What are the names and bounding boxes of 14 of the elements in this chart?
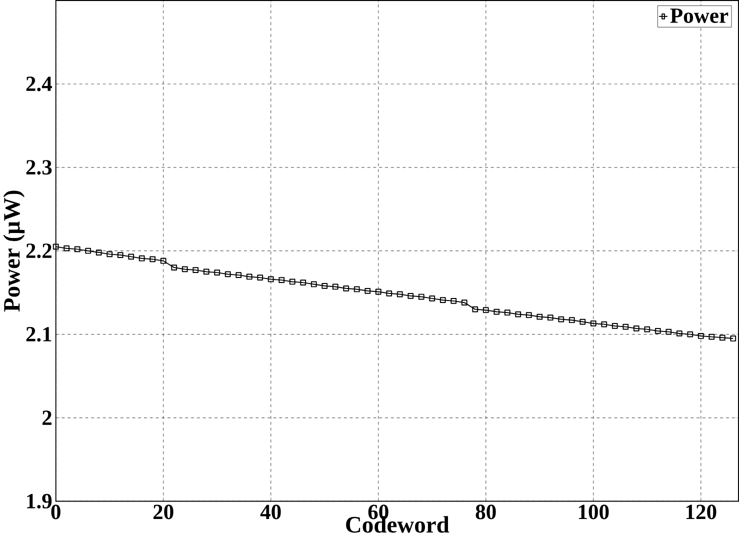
- x-tick-label: 40: [260, 504, 281, 520]
- y-tick-label: 2.4: [26, 76, 52, 92]
- y-axis-title: Power (μW): [3, 190, 25, 312]
- x-tick-label: 80: [476, 504, 496, 520]
- x-tick-label: 120: [686, 504, 716, 520]
- x-tick-label: 0: [51, 504, 60, 520]
- y-tick-label: 1.9: [27, 494, 52, 509]
- y-tick-label: 2.3: [26, 160, 52, 175]
- y-tick-label: 2.1: [26, 327, 52, 342]
- y-tick-label: 2: [42, 410, 52, 425]
- x-tick-label: 20: [153, 504, 174, 520]
- legend-label: Power: [670, 8, 728, 23]
- y-tick-label: 2.2: [26, 244, 52, 258]
- x-tick-label: 100: [578, 504, 609, 520]
